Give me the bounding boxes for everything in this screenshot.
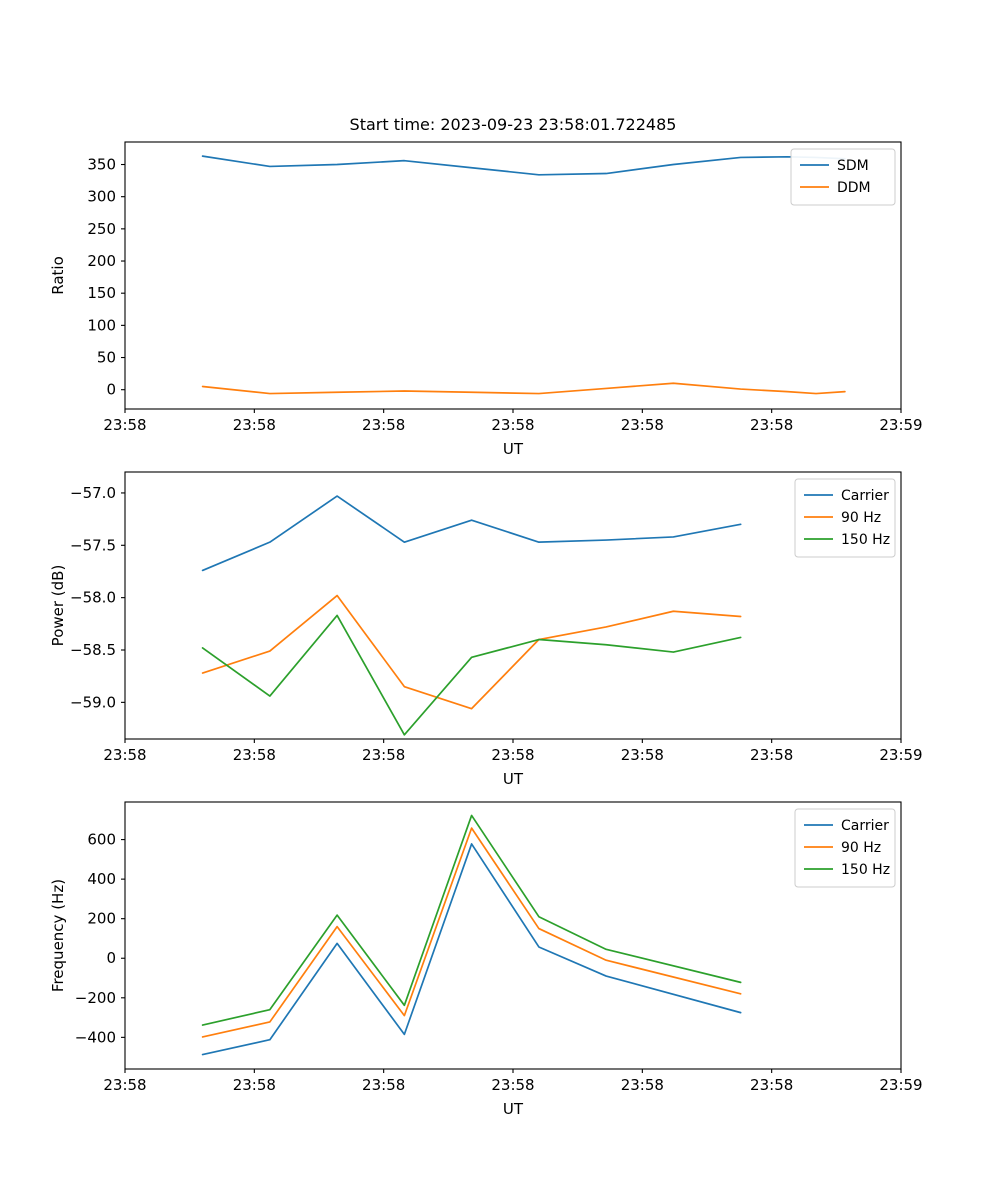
x-tick-label: 23:58: [103, 416, 146, 434]
axes-frame: [124, 141, 902, 410]
y-axis-label: Power (dB): [49, 565, 67, 647]
y-tick-label: 200: [87, 252, 116, 270]
series-line-carrier: [201, 495, 742, 572]
x-tick-label: 23:58: [750, 1076, 793, 1094]
legend-panel-power: Carrier 90 Hz 150 Hz: [794, 478, 896, 558]
y-tick-label: −200: [75, 989, 116, 1007]
x-tick-label: 23:58: [621, 1076, 664, 1094]
y-tick-label: 400: [87, 870, 116, 888]
legend-panel-ratio: SDM DDM: [790, 148, 896, 206]
y-tick-label: −57.0: [70, 484, 116, 502]
x-tick-label: 23:58: [233, 1076, 276, 1094]
panel-power: 23:58 23:58 23:58 23:58 23:58 23:58 23:59 −57.0…: [49, 471, 923, 788]
y-tick-label: 200: [87, 910, 116, 928]
series-line-ddm: [201, 382, 846, 395]
x-tick-label: 23:58: [103, 1076, 146, 1094]
y-tick-label: 350: [87, 156, 116, 174]
x-tick-label: 23:58: [750, 416, 793, 434]
x-tick-label: 23:58: [103, 746, 146, 764]
figure-title: Start time: 2023-09-23 23:58:01.722485: [350, 115, 677, 134]
x-tick-label: 23:58: [621, 746, 664, 764]
legend-label-carrier: Carrier: [841, 488, 889, 504]
y-tick-label: −400: [75, 1028, 116, 1046]
y-tick-label: 50: [97, 349, 116, 367]
x-tick-label: 23:58: [233, 746, 276, 764]
x-tick-label: 23:59: [879, 1076, 922, 1094]
x-tick-label: 23:59: [879, 746, 922, 764]
x-tick-label: 23:58: [233, 416, 276, 434]
panel-ratio: 23:58 23:58 23:58 23:58 23:58 23:58 23:59 0 50 10…: [49, 115, 923, 458]
legend-label-ddm: DDM: [837, 180, 871, 196]
x-axis-label: UT: [503, 1100, 524, 1118]
axes-frame: [124, 471, 902, 740]
legend-panel-frequency: Carrier 90 Hz 150 Hz: [794, 808, 896, 888]
legend-label-150-hz: 150 Hz: [841, 862, 890, 878]
x-tick-label: 23:58: [491, 1076, 534, 1094]
y-axis-label: Frequency (Hz): [49, 879, 67, 992]
series-line-90-hz: [201, 594, 742, 710]
x-tick-label: 23:58: [491, 416, 534, 434]
x-axis-label: UT: [503, 770, 524, 788]
series-line-sdm: [201, 155, 846, 176]
y-tick-label: 150: [87, 284, 116, 302]
series-line-90-hz: [201, 827, 742, 1038]
series-line-150-hz: [201, 814, 742, 1026]
x-tick-label: 23:58: [621, 416, 664, 434]
legend-label-150-hz: 150 Hz: [841, 532, 890, 548]
y-tick-label: −57.5: [70, 536, 116, 554]
y-tick-label: 0: [106, 381, 116, 399]
x-tick-label: 23:58: [750, 746, 793, 764]
y-tick-label: −59.0: [70, 693, 116, 711]
y-tick-label: −58.0: [70, 589, 116, 607]
series-line-150-hz: [201, 614, 742, 736]
legend-box: [794, 478, 896, 558]
legend-label-90-hz: 90 Hz: [841, 840, 881, 856]
x-tick-label: 23:58: [362, 746, 405, 764]
legend-label-90-hz: 90 Hz: [841, 510, 881, 526]
legend-box: [794, 808, 896, 888]
x-tick-label: 23:58: [491, 746, 534, 764]
series-line-carrier: [201, 843, 742, 1056]
legend-label-carrier: Carrier: [841, 818, 889, 834]
y-tick-label: 0: [106, 949, 116, 967]
y-tick-label: −58.5: [70, 641, 116, 659]
x-tick-label: 23:58: [362, 416, 405, 434]
legend-label-sdm: SDM: [837, 158, 869, 174]
legend-box: [790, 148, 896, 206]
x-tick-label: 23:59: [879, 416, 922, 434]
x-tick-label: 23:58: [362, 1076, 405, 1094]
y-tick-label: 300: [87, 188, 116, 206]
x-axis-label: UT: [503, 440, 524, 458]
y-axis-label: Ratio: [49, 256, 67, 295]
y-tick-label: 250: [87, 220, 116, 238]
panel-frequency: 23:58 23:58 23:58 23:58 23:58 23:58 23:59 −400 −…: [49, 801, 923, 1118]
y-tick-label: 100: [87, 316, 116, 334]
y-tick-label: 600: [87, 831, 116, 849]
